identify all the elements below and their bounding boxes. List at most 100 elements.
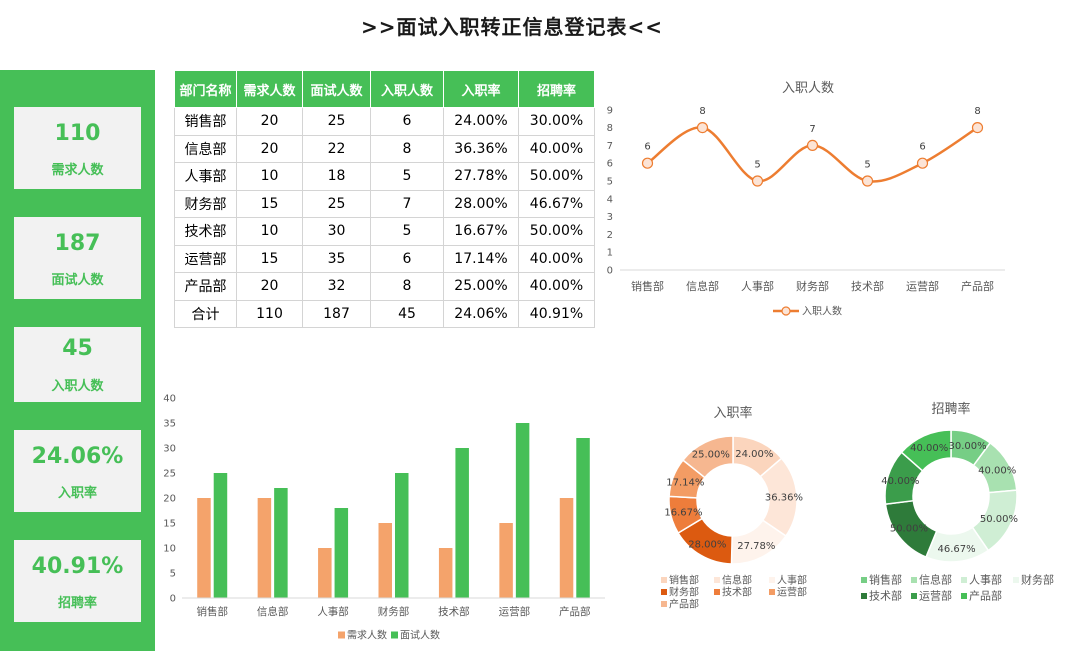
legend-label: 人事部 [969,573,1002,587]
data-label: 28.00% [688,540,726,551]
table-cell: 24.06% [443,299,519,328]
table-cell: 5 [370,162,444,191]
table-cell: 40.00% [518,244,595,273]
data-label: 17.14% [666,477,704,488]
column-header: 面试人数 [302,70,371,108]
legend-swatch [911,593,917,599]
table-cell: 6 [370,107,444,136]
data-point [641,157,654,169]
table-cell: 50.00% [518,162,595,191]
data-label: 50.00% [980,514,1018,525]
interview-bar [395,473,409,598]
data-label: 50.00% [890,524,928,535]
y-tick-label: 9 [607,105,613,116]
table-total-row: 合计 110 187 45 24.06% 40.91% [174,299,595,328]
kpi-label: 招聘率 [57,596,97,611]
data-label: 16.67% [664,508,702,519]
table-cell: 20 [236,272,303,301]
donut-slice [681,435,734,479]
data-point [696,121,709,134]
legend-label: 人事部 [777,574,807,587]
table-cell: 45 [370,299,444,328]
legend-swatch [961,577,967,583]
data-point [916,157,929,169]
data-label: 46.67% [938,544,976,555]
legend-label: 信息部 [919,573,952,587]
legend-label: 运营部 [777,586,807,599]
kpi-card-hired: 45 入职人数 [14,327,141,402]
legend-swatch [714,577,720,583]
table-cell: 20 [236,107,303,136]
demand-bar [378,523,392,598]
table-cell: 25 [302,107,371,136]
table-cell: 30 [302,217,371,246]
kpi-card-demand: 110 需求人数 [14,107,141,189]
x-tick-label: 运营部 [499,605,531,618]
x-tick-label: 产品部 [961,279,994,293]
donut-chart-recruit-rate: 招聘率30.00%40.00%50.00%46.67%50.00%40.00%4… [861,401,1054,603]
y-tick-label: 3 [607,212,613,223]
series-line [646,126,979,183]
table-cell: 16.67% [443,217,519,246]
table-row: 技术部 10 30 5 16.67% 50.00% [174,217,595,246]
demand-bar [257,498,272,598]
table-cell: 5 [370,217,444,246]
table-row: 产品部 20 32 8 25.00% 40.00% [174,272,595,301]
y-tick-label: 8 [607,123,613,134]
table-header-row: 部门名称 需求人数 面试人数 入职人数 入职率 招聘率 [174,70,595,108]
table-cell: 8 [370,272,444,301]
column-header: 招聘率 [518,70,595,108]
data-point [971,121,984,134]
kpi-value: 40.91% [31,554,124,579]
data-point [751,175,764,187]
legend-swatch [338,631,345,639]
legend-label: 产品部 [669,598,699,611]
data-label: 7 [809,124,815,135]
data-label: 5 [864,160,870,171]
y-tick-label: 5 [170,569,176,580]
legend-label: 技术部 [722,586,752,599]
y-tick-label: 35 [163,419,176,430]
department-cell: 人事部 [174,162,237,191]
y-tick-label: 25 [163,469,176,480]
table-cell: 50.00% [518,217,595,246]
donut-chart-hire-rate: 入职率 24.00% 36.36% 27.78% 28.00% 16.67% 17.14% 2… [661,405,807,611]
kpi-card-recruit-rate: 40.91% 招聘率 [14,540,141,622]
x-tick-label: 产品部 [559,605,591,618]
table-cell: 15 [236,244,303,273]
legend-label: 信息部 [722,574,752,587]
chart-title: 入职率 [713,405,752,421]
x-tick-label: 运营部 [906,279,939,293]
y-tick-label: 1 [607,248,613,259]
legend-swatch [661,589,667,595]
legend-marker-icon [781,306,791,316]
legend-swatch [1013,577,1019,583]
kpi-value: 24.06% [31,444,124,469]
x-tick-label: 财务部 [378,605,410,618]
data-label: 27.78% [737,541,775,552]
y-tick-label: 20 [163,494,176,505]
column-header: 入职率 [443,70,519,108]
table-cell: 40.91% [518,299,595,328]
x-tick-label: 技术部 [438,605,470,618]
legend-label: 产品部 [969,589,1002,603]
kpi-value: 110 [54,121,101,146]
x-tick-label: 信息部 [686,279,719,293]
table-row: 销售部 20 25 6 24.00% 30.00% [174,107,595,136]
legend-label: 面试人数 [400,629,440,642]
demand-bar [499,523,513,598]
interview-bar [213,473,228,598]
legend-label: 需求人数 [347,629,387,642]
demand-bar [197,498,211,598]
table-cell: 22 [302,134,371,163]
table-row: 运营部 15 35 6 17.14% 40.00% [174,244,595,273]
legend-label: 销售部 [869,573,902,587]
table-cell: 187 [302,299,371,328]
interview-bar [576,438,590,598]
table-cell: 40.00% [518,272,595,301]
department-table: 部门名称 需求人数 面试人数 入职人数 入职率 招聘率 销售部 20 25 6 24.0… [174,70,595,328]
department-cell: 销售部 [174,107,237,136]
column-header: 需求人数 [236,70,303,108]
legend-swatch [661,577,667,583]
column-header: 入职人数 [370,70,444,108]
